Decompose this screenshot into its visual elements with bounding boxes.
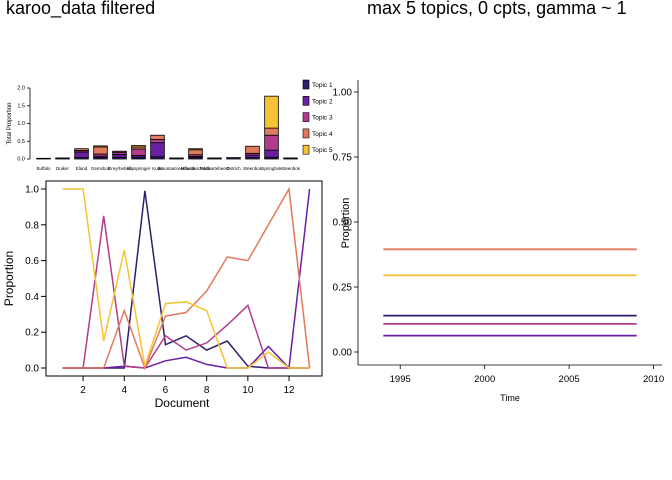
bar-category-label: Mountainreedbuck	[158, 166, 196, 171]
bar-legend-swatch	[302, 112, 310, 122]
bar-category-label: Duiker	[56, 166, 70, 171]
bar-y-tick-label: 1.0	[17, 121, 25, 127]
bar-category-label: Gemsbok	[91, 166, 111, 171]
doc-y-tick-label: 0.6	[25, 256, 39, 267]
bar-segment	[74, 151, 89, 158]
bar-category-label: Buffalo	[37, 166, 51, 171]
bar-legend-swatch	[302, 79, 310, 90]
bar-category-label: Ostrich	[226, 166, 241, 171]
bar-segment	[150, 139, 165, 144]
bar-legend-label: Topic 1	[312, 82, 333, 89]
bar-y-tick-label: 1.5	[17, 103, 25, 109]
stacked-bar-chart: 0.0 0.5 1.0 1.5 2.0 Total Proportion Buffalo Du…	[7, 79, 333, 171]
time-line-chart: 0.00 0.25 0.50 0.75 1.00 1995 2000 2005 2010 Time…	[333, 80, 664, 403]
bar-segment	[131, 148, 146, 156]
bar-y-tick-label: 0.0	[17, 157, 25, 163]
bar-legend-label: Topic 3	[312, 115, 333, 122]
bar-segment	[188, 149, 203, 156]
time-y-tick-label: 0.25	[333, 283, 353, 294]
time-y-tick-label: 0.00	[333, 348, 353, 359]
bar-segment	[131, 145, 146, 148]
right-chart-title: max 5 topics, 0 cpts, gamma ~ 1	[367, 0, 627, 18]
bar-category-label: Eland	[76, 166, 88, 171]
time-y-tick-label: 0.75	[333, 153, 353, 164]
bar-legend-label: Topic 4	[312, 131, 333, 138]
doc-y-tick-label: 0.4	[25, 292, 39, 303]
doc-x-tick-label: 4	[121, 385, 127, 396]
bar-segment	[36, 157, 51, 160]
time-x-tick-label: 2010	[643, 374, 664, 385]
bar-segment	[245, 145, 260, 154]
doc-y-tick-label: 1.0	[25, 185, 39, 196]
bar-segment	[207, 157, 222, 160]
bar-category-label: Steenbok	[281, 166, 301, 171]
bar-segment	[169, 157, 184, 160]
time-y-axis-label: Proportion	[340, 198, 352, 249]
bar-segment	[283, 157, 298, 160]
doc-x-tick-label: 8	[204, 385, 210, 396]
bar-segment	[188, 148, 203, 151]
doc-plot-frame	[45, 180, 323, 377]
doc-y-tick-label: 0.2	[25, 328, 39, 339]
bar-segment	[150, 134, 165, 140]
bar-segment	[264, 134, 279, 151]
bar-segment	[264, 127, 279, 136]
bar-legend-swatch	[302, 96, 310, 106]
bar-segment	[55, 157, 70, 160]
bar-segment	[150, 142, 165, 158]
time-x-tick-label: 2005	[559, 374, 580, 385]
bar-segment	[74, 148, 89, 151]
time-x-tick-label: 1995	[390, 374, 411, 385]
time-x-tick-label: 2000	[474, 374, 495, 385]
bar-y-tick-label: 0.5	[17, 139, 25, 145]
bar-segment	[112, 153, 127, 158]
bar-category-label: Redhartebeest	[200, 166, 230, 171]
bar-category-label: Springbok	[261, 166, 282, 171]
bar-segment	[93, 146, 108, 155]
document-line-chart: 0.0 0.2 0.4 0.6 0.8 1.0 2 4 6 8 10 12 Document Propor…	[2, 180, 323, 410]
bar-legend-label: Topic 5	[312, 147, 333, 154]
doc-series-line	[62, 188, 311, 370]
bar-segment	[264, 149, 279, 158]
bar-segment	[264, 95, 279, 129]
time-y-tick-label: 1.00	[333, 88, 353, 99]
bar-legend-label: Topic 2	[312, 98, 333, 105]
bar-legend-swatch	[302, 128, 310, 139]
bar-category-label: Steenbok	[243, 166, 263, 171]
doc-x-tick-label: 6	[163, 385, 169, 396]
bar-segment	[226, 157, 241, 160]
bar-category-label: Mountainzebra	[181, 166, 211, 171]
doc-y-axis-label: Proportion	[2, 251, 16, 306]
doc-x-tick-label: 2	[80, 385, 86, 396]
bar-category-label: Klipspringer	[127, 166, 151, 171]
time-y-tick-label: 0.50	[333, 218, 353, 229]
bar-y-axis-label: Total Proportion	[7, 102, 13, 144]
bar-segment	[112, 150, 127, 153]
doc-x-axis-label: Document	[155, 396, 210, 410]
doc-y-tick-label: 0.8	[25, 220, 39, 231]
left-chart-title: karoo_data filtered	[6, 0, 156, 18]
bar-y-tick-label: 2.0	[17, 86, 25, 92]
doc-y-tick-label: 0.0	[25, 364, 39, 375]
bar-segment	[93, 145, 108, 148]
bar-category-label: Greyrhebok	[108, 166, 132, 171]
doc-x-tick-label: 12	[283, 385, 295, 396]
bar-category-label: Kudu	[152, 166, 163, 171]
time-x-axis-label: Time	[500, 393, 520, 403]
bar-legend-swatch	[302, 144, 310, 155]
doc-series-line	[62, 188, 310, 369]
doc-series-line	[62, 215, 310, 369]
doc-x-tick-label: 10	[242, 385, 254, 396]
doc-series-line	[62, 186, 311, 371]
